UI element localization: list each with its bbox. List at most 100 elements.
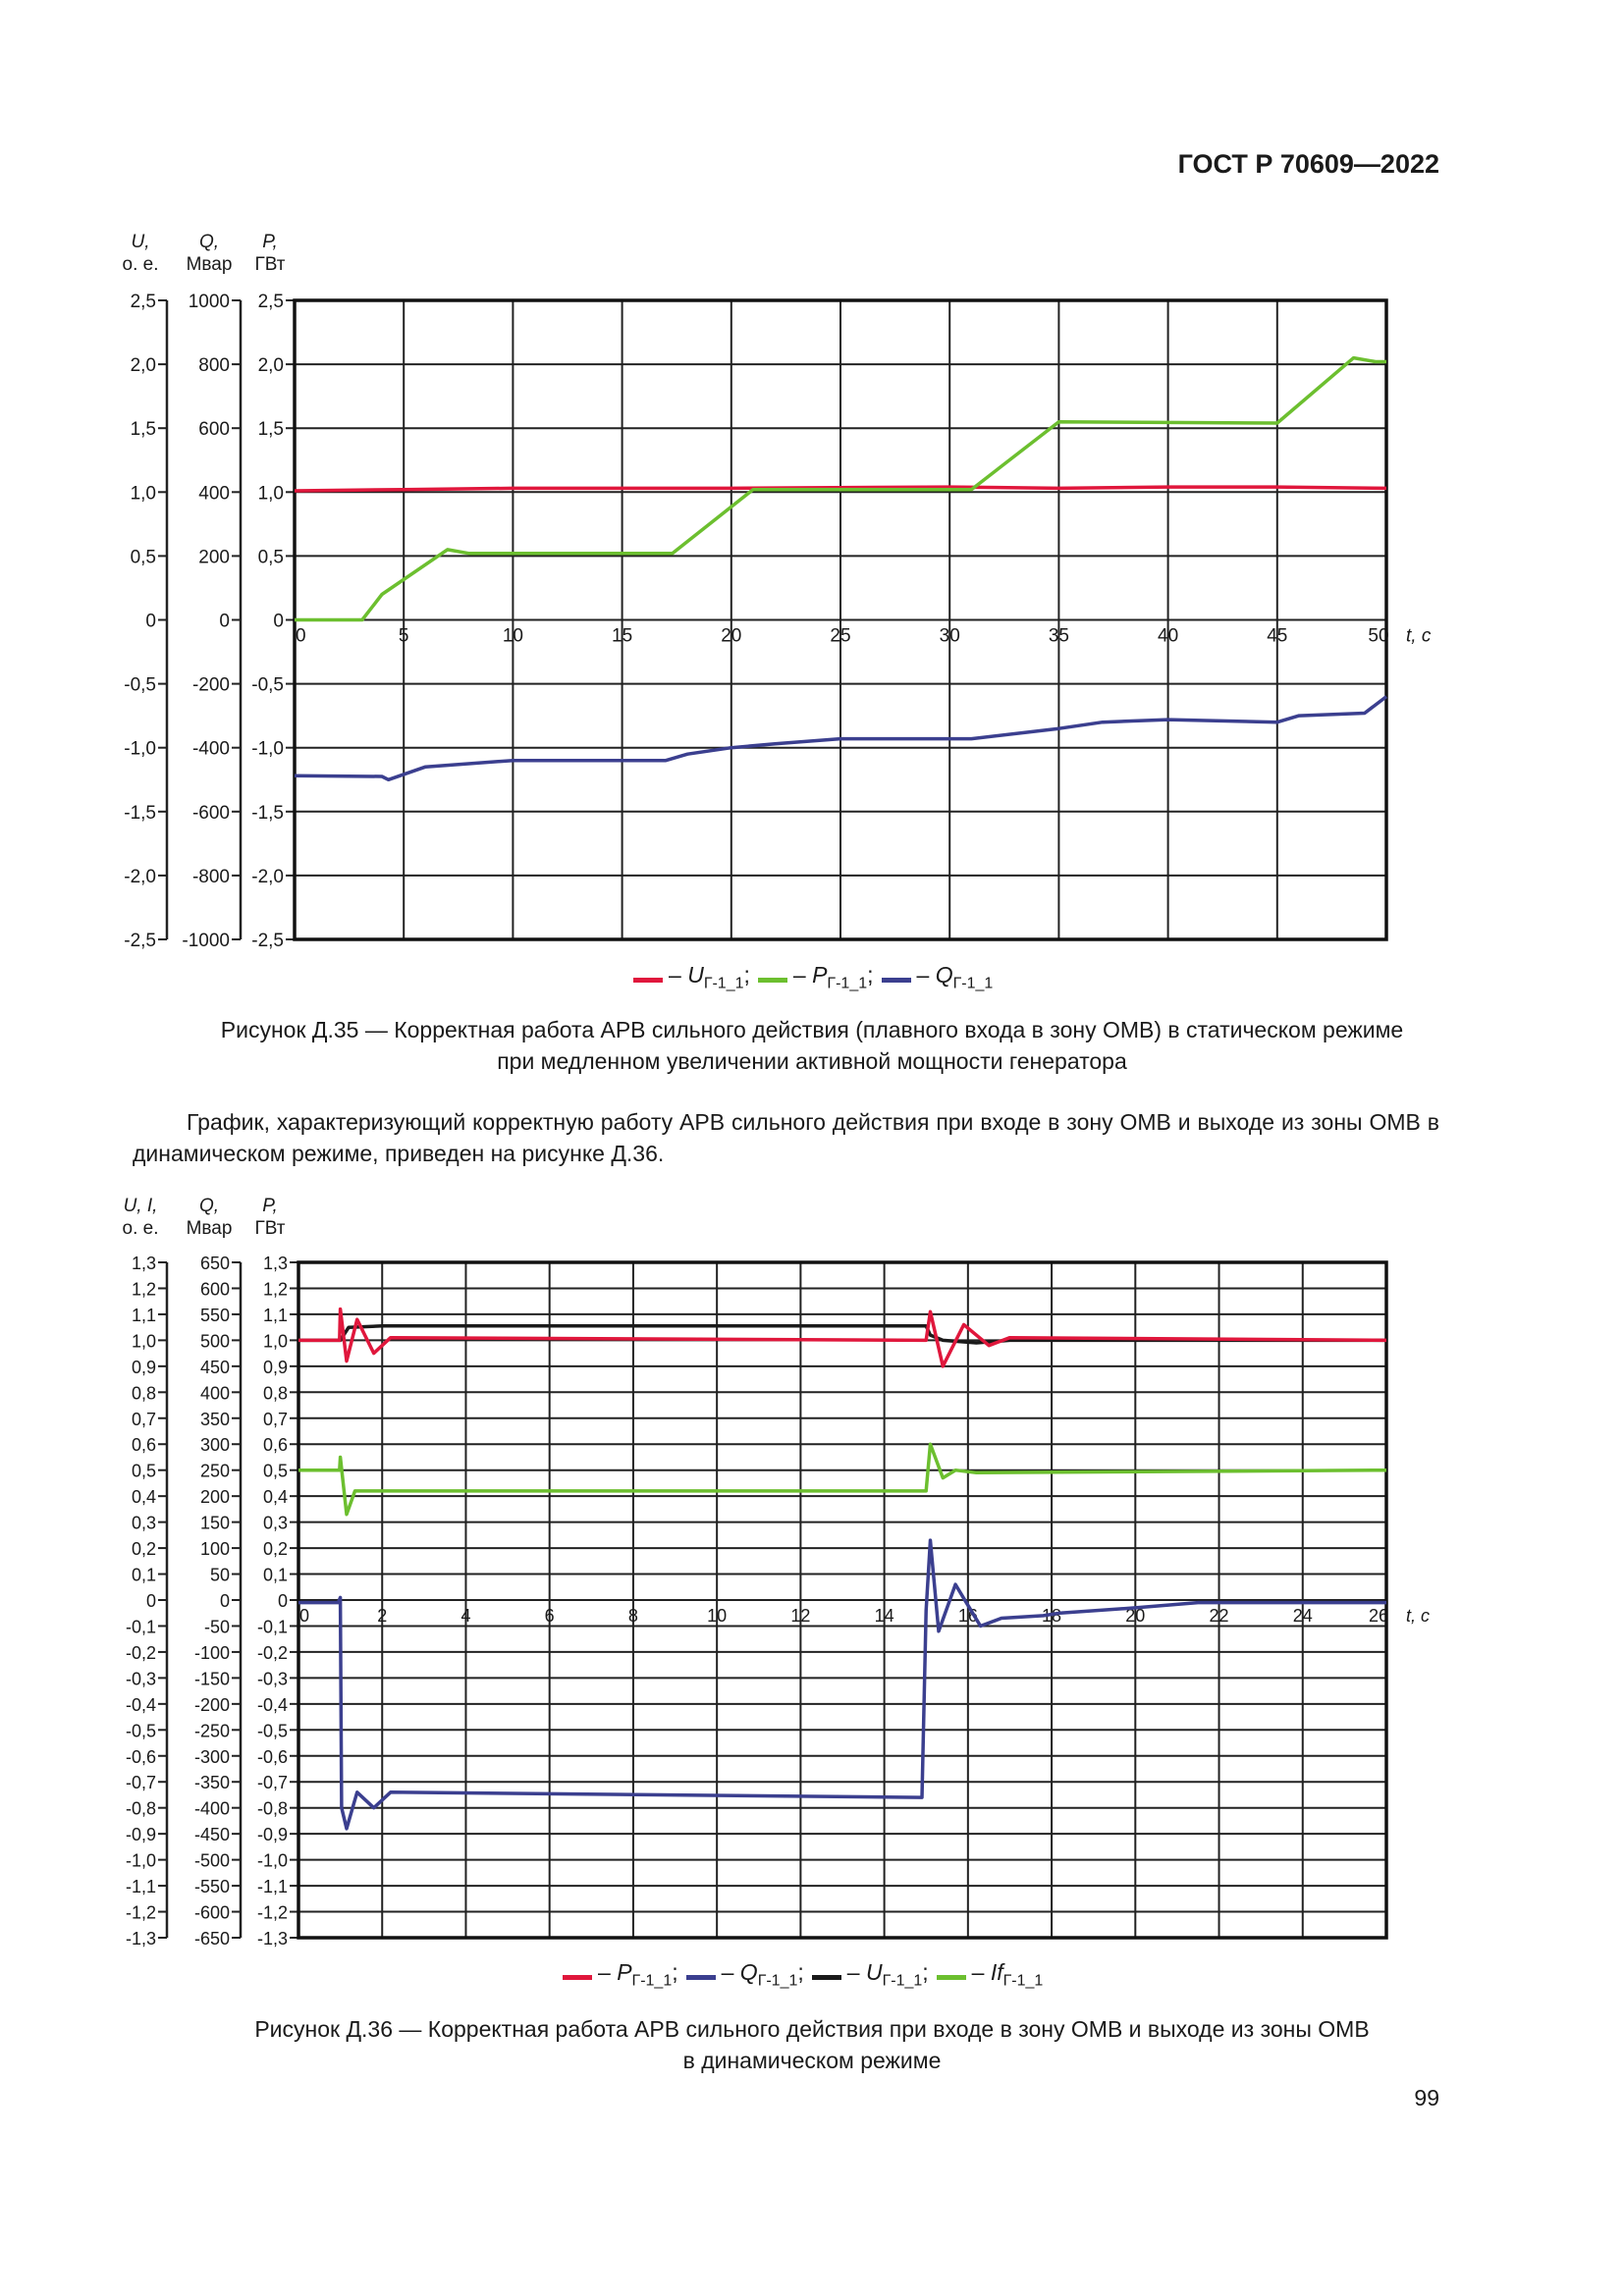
y-tick-label-Q: -50	[204, 1617, 230, 1636]
y-tick-label-U: -0,9	[126, 1825, 156, 1844]
y-tick-label-U: -0,6	[126, 1747, 156, 1767]
y-tick-label-U: -1,3	[126, 1929, 156, 1949]
caption-line-1: Рисунок Д.35 — Корректная работа АРВ сил…	[220, 1017, 1404, 1042]
y-tick-label-U: 0,1	[132, 1566, 156, 1585]
x-axis-label: t, с	[1406, 1606, 1430, 1626]
y-tick-label-Q: -100	[194, 1643, 230, 1663]
y-tick-label-P: 0,3	[263, 1514, 288, 1533]
y-tick-label-U: -0,4	[126, 1695, 156, 1715]
document-header: ГОСТ Р 70609—2022	[1177, 149, 1439, 179]
legend-swatch	[757, 978, 787, 983]
y-tick-label-U: -0,5	[126, 1721, 156, 1740]
y-tick-label-Q: 50	[210, 1566, 230, 1585]
legend-label: – QГ-1_1;	[721, 1959, 804, 1990]
y-tick-label-U: 0,8	[132, 1383, 156, 1403]
y-tick-label-Q: -800	[192, 867, 230, 887]
figure-36-caption: Рисунок Д.36 — Корректная работа АРВ сил…	[118, 2013, 1506, 2076]
y-tick-label-P: -1,3	[257, 1929, 288, 1949]
y-tick-label-Q: 150	[200, 1514, 230, 1533]
y-tick-label-P: 0,6	[263, 1435, 288, 1455]
y-tick-label-P: 0	[273, 612, 284, 632]
y-tick-label-Q: 200	[200, 1487, 230, 1507]
y-tick-label-P: -0,6	[257, 1747, 288, 1767]
y-tick-label-P: -1,1	[257, 1877, 288, 1896]
y-tick-label-P: 2,0	[258, 355, 284, 376]
y-tick-label-U: 0,2	[132, 1539, 156, 1559]
y-tick-label-P: 0,2	[263, 1539, 288, 1559]
legend-swatch	[881, 978, 911, 983]
y-tick-label-Q: -450	[194, 1825, 230, 1844]
y-tick-label-Q: -350	[194, 1773, 230, 1792]
y-tick-label-P: -2,0	[251, 867, 284, 887]
y-tick-label-U: 1,0	[132, 1331, 156, 1351]
y-tick-label-Q: 550	[200, 1306, 230, 1325]
y-tick-label-P: -0,2	[257, 1643, 288, 1663]
legend-item-U: – UГ-1_1;	[633, 962, 750, 993]
x-tick-label: 12	[790, 1606, 810, 1626]
axis-header-unit: о. е.	[123, 254, 159, 275]
legend-label: – UГ-1_1;	[669, 962, 750, 992]
y-tick-label-Q: 300	[200, 1435, 230, 1455]
axis-header-symbol: Q,	[199, 232, 219, 252]
y-tick-label-Q: -300	[194, 1747, 230, 1767]
y-tick-label-U: 0,5	[132, 1462, 156, 1481]
y-tick-label-P: -0,1	[257, 1617, 288, 1636]
y-tick-label-Q: 100	[200, 1539, 230, 1559]
x-tick-label: 10	[707, 1606, 727, 1626]
x-tick-label: 5	[399, 626, 409, 647]
y-tick-label-Q: -200	[192, 675, 230, 696]
x-tick-label: 4	[460, 1606, 470, 1626]
y-tick-label-U: -2,0	[124, 867, 156, 887]
legend-label: – PГ-1_1;	[792, 962, 874, 992]
y-tick-label-P: 1,0	[258, 483, 284, 504]
y-tick-label-U: 1,3	[132, 1254, 156, 1273]
legend-swatch	[633, 978, 663, 983]
y-tick-label-Q: 500	[200, 1331, 230, 1351]
y-tick-label-P: 2,5	[258, 292, 284, 312]
y-tick-label-P: 0	[278, 1591, 288, 1611]
y-tick-label-U: 1,5	[131, 419, 156, 440]
y-tick-label-U: -1,1	[126, 1877, 156, 1896]
y-tick-label-Q: -600	[194, 1903, 230, 1923]
x-tick-label: 0	[299, 1606, 309, 1626]
y-tick-label-U: 2,5	[131, 292, 156, 312]
y-tick-label-Q: 450	[200, 1358, 230, 1377]
y-tick-label-P: 1,2	[263, 1279, 288, 1299]
series-line-Q	[298, 1538, 1386, 1831]
y-tick-label-U: -0,5	[124, 675, 156, 696]
y-tick-label-P: -1,2	[257, 1903, 288, 1923]
legend-swatch	[811, 1975, 841, 1980]
legend-item-If: – IfГ-1_1	[936, 1959, 1043, 1991]
y-tick-label-U: -0,7	[126, 1773, 156, 1792]
axis-header-symbol: P,	[262, 1196, 278, 1216]
axis-header-symbol: P,	[262, 232, 278, 252]
y-tick-label-U: 2,0	[131, 355, 156, 376]
y-tick-label-P: -0,7	[257, 1773, 288, 1792]
y-tick-label-P: 1,0	[263, 1331, 288, 1351]
y-tick-label-P: -1,0	[251, 739, 284, 760]
x-tick-label: 24	[1293, 1606, 1313, 1626]
y-tick-label-U: -2,5	[124, 931, 156, 951]
figure-35-caption: Рисунок Д.35 — Корректная работа АРВ сил…	[118, 1014, 1506, 1077]
x-tick-label: 8	[628, 1606, 638, 1626]
series-line-If	[298, 1442, 1387, 1517]
x-axis-label: t, с	[1406, 626, 1432, 647]
series-line-P	[298, 1307, 1387, 1368]
axis-header-unit: о. е.	[123, 1218, 159, 1239]
y-tick-label-P: 0,8	[263, 1383, 288, 1403]
y-tick-label-P: 0,7	[263, 1410, 288, 1429]
y-tick-label-Q: -550	[194, 1877, 230, 1896]
y-tick-label-Q: 600	[200, 1279, 230, 1299]
y-tick-label-Q: 400	[198, 483, 230, 504]
y-tick-label-P: 0,9	[263, 1358, 288, 1377]
y-tick-label-P: 0,1	[263, 1566, 288, 1585]
y-tick-label-Q: -150	[194, 1669, 230, 1688]
x-tick-label: 20	[1125, 1606, 1145, 1626]
x-tick-label: 26	[1369, 1606, 1388, 1626]
series-line-Q	[294, 695, 1388, 782]
y-tick-label-U: 0,9	[132, 1358, 156, 1377]
y-tick-label-U: 0	[146, 1591, 156, 1611]
axis-header-symbol: U, I,	[124, 1196, 158, 1216]
